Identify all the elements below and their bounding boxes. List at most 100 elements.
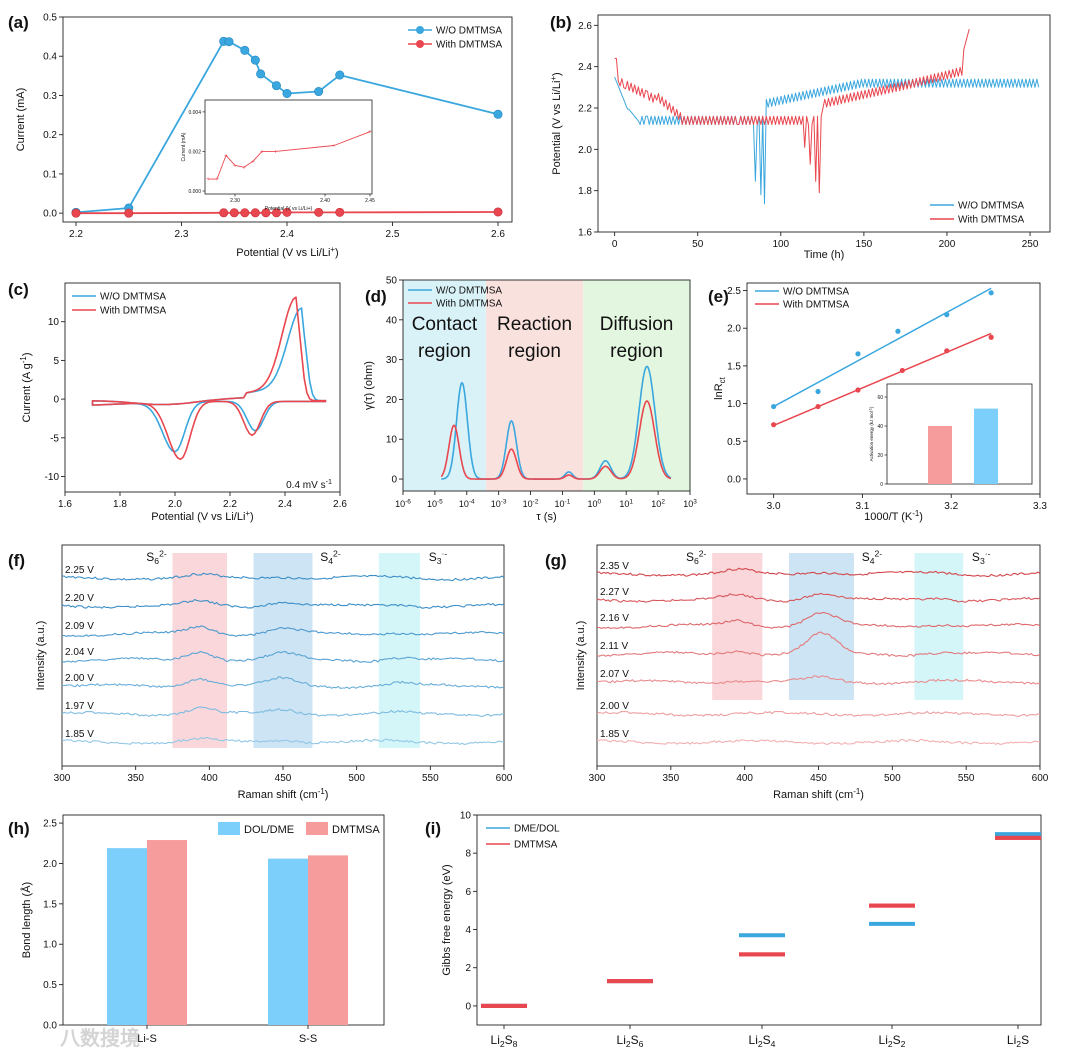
raman-curve [596,710,1041,717]
raman-curve [596,631,1041,658]
species-label: S3·- [972,548,991,566]
voltage-label: 1.85 V [600,729,629,740]
annotation: 0.4 mV s-1 [286,477,332,491]
x-tick-label: 300 [589,773,606,784]
data-point [335,207,345,217]
y-tick-label: 1.5 [727,361,741,372]
data-point [493,207,503,217]
plot-frame [64,282,341,493]
legend-label: DMTMSA [332,824,380,836]
data-point [282,89,292,99]
x-tick-label: 2.4 [278,499,292,510]
bar [107,848,147,1025]
inset-bar [974,408,998,484]
raman-band [788,553,854,700]
x-axis-label: 1000/T (K-1) [864,509,923,523]
x-tick-label: 350 [127,773,144,784]
plot-frame [62,814,385,1026]
y-tick-label: 2.0 [43,859,57,870]
data-point [988,290,994,296]
x-tick-label: 600 [496,773,513,784]
region-label: Contact [412,314,478,335]
panel-letter: (g) [545,551,567,570]
species-label: S42- [862,548,883,566]
region-label: Diffusion [600,314,674,335]
series-line [91,296,327,461]
series-line [75,40,499,214]
data-point [271,81,281,91]
y-tick-label: 1.5 [43,899,57,910]
raman-curve [596,675,1041,686]
species-label: S62- [146,548,167,566]
x-tick-label: 400 [736,773,753,784]
data-point [988,334,994,340]
y-tick-label: 2.5 [727,286,741,297]
data-point [250,208,260,218]
y-tick-label: 30 [386,355,398,366]
x-tick-label: 10-2 [523,499,539,509]
data-point [899,367,905,374]
x-tick-label: 300 [54,773,71,784]
voltage-label: 2.27 V [600,587,629,598]
panel-letter: (c) [8,280,29,299]
voltage-label: 2.11 V [600,641,628,652]
x-tick-label: S-S [299,1033,317,1045]
raman-band [378,553,421,748]
legend-label: With DMTMSA [958,215,1024,226]
y-tick-label: 10 [386,435,398,446]
x-tick-label: 102 [651,499,665,509]
y-tick-label: 10 [48,317,60,328]
x-tick-label: 10-5 [427,499,443,509]
y-axis-label: Current (A g-1) [19,352,33,422]
x-tick-label: 3.2 [944,501,958,512]
y-tick-label: 2.2 [578,104,592,115]
y-tick-label: 40 [877,424,883,430]
region-label: region [418,341,471,362]
raman-curve [61,572,505,581]
region-band [485,280,584,491]
x-tick-label: 2.6 [491,229,505,240]
legend-marker [416,40,424,48]
data-point [250,55,260,65]
data-point [771,403,777,410]
y-tick-label: 0.0 [43,1021,57,1032]
x-tick-label: 10-6 [395,499,411,509]
panel-letter: (b) [550,13,572,32]
x-tick-label: 0 [612,239,618,250]
voltage-label: 1.97 V [65,701,94,712]
y-tick-label: 0 [880,482,883,488]
plot-frame [597,14,1051,233]
raman-curve [61,598,505,609]
voltage-label: 2.09 V [65,621,94,632]
y-tick-label: 2.0 [727,324,741,335]
raman-curve [596,592,1041,603]
fit-line [773,287,992,408]
x-axis-label: τ (s) [536,511,556,523]
data-point [815,403,821,410]
y-axis-label: Bond length (Å) [20,882,33,958]
inset-marker: + [233,163,237,169]
y-tick-label: 1.0 [43,940,57,951]
inset-marker: + [206,177,210,183]
x-axis-label: Time (h) [804,249,845,261]
y-tick-label: 10 [460,811,472,822]
data-point [224,37,234,47]
data-point [493,109,503,119]
legend-swatch [218,822,240,835]
species-label: S42- [320,548,341,566]
data-point [314,207,324,217]
x-tick-label: 50 [692,239,704,250]
inset-marker: + [368,130,372,136]
x-axis-label: Potential (V vs Li/Li+) [151,509,253,523]
region-label: Reaction [497,314,572,335]
x-tick-label: 3.1 [855,501,869,512]
y-tick-label: 0.5 [727,437,741,448]
raman-band [712,553,763,700]
species-label: S3·- [429,548,448,566]
y-tick-label: 6 [465,887,471,898]
inset-marker: + [251,159,255,165]
x-tick-label: 2.6 [333,499,347,510]
y-tick-label: 20 [386,395,398,406]
data-point [240,45,250,55]
x-tick-label: Li2S [1007,1033,1029,1049]
